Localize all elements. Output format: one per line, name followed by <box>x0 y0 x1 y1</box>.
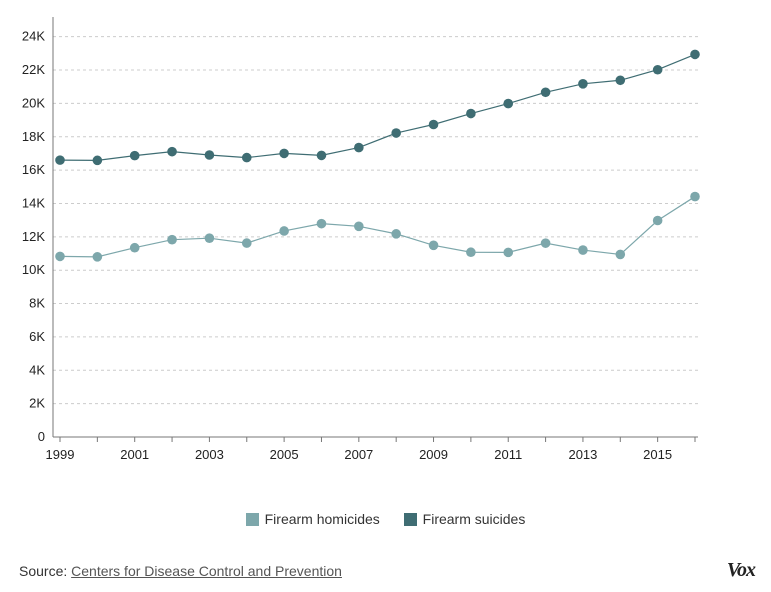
legend-item-suicides[interactable]: Firearm suicides <box>403 511 526 527</box>
gridlines <box>53 36 698 405</box>
data-point[interactable] <box>167 234 177 245</box>
series <box>55 49 700 262</box>
data-point[interactable] <box>540 87 551 98</box>
legend-item-homicides[interactable]: Firearm homicides <box>245 511 380 527</box>
data-point[interactable] <box>241 152 252 163</box>
legend: Firearm homicides Firearm suicides <box>0 511 771 529</box>
data-point[interactable] <box>652 64 663 75</box>
data-point[interactable] <box>129 150 140 161</box>
data-point[interactable] <box>690 191 700 202</box>
data-point[interactable] <box>167 146 177 157</box>
vox-logo: Vox <box>726 559 756 581</box>
source-label: Source: <box>19 563 68 579</box>
y-tick-label: 2K <box>29 396 45 411</box>
data-point[interactable] <box>204 150 215 160</box>
data-point[interactable] <box>578 79 588 89</box>
data-point[interactable] <box>354 221 364 232</box>
data-point[interactable] <box>690 49 700 60</box>
data-point[interactable] <box>466 247 476 258</box>
x-tick-label: 2005 <box>270 447 299 462</box>
data-point[interactable] <box>428 119 439 130</box>
x-tick-label: 1999 <box>46 447 75 462</box>
x-tick-label: 2015 <box>643 447 672 462</box>
data-point[interactable] <box>615 249 626 260</box>
legend-swatch-suicides <box>403 512 417 526</box>
data-point[interactable] <box>391 128 401 138</box>
legend-label-suicides: Firearm suicides <box>422 511 526 527</box>
data-point[interactable] <box>652 215 663 226</box>
data-point[interactable] <box>503 98 514 109</box>
source-note: Source: Centers for Disease Control and … <box>19 563 342 579</box>
data-point[interactable] <box>354 142 364 153</box>
y-tick-label: 14K <box>22 195 45 210</box>
data-point[interactable] <box>615 75 626 86</box>
y-tick-label: 22K <box>22 62 45 77</box>
data-point[interactable] <box>279 226 289 236</box>
data-point[interactable] <box>55 251 65 262</box>
y-tick-label: 12K <box>22 229 45 244</box>
data-point[interactable] <box>129 242 140 253</box>
source-link[interactable]: Centers for Disease Control and Preventi… <box>71 563 342 579</box>
y-tick-label: 24K <box>22 29 45 44</box>
line-chart: 0 2K 4K 6K 8K 10K 12K 14K 16K 18K 20K 22K 24K 1999 200… <box>22 17 700 462</box>
y-tick-label: 0 <box>38 429 45 444</box>
x-tick-label: 2009 <box>419 447 448 462</box>
x-tick-label: 2003 <box>195 447 224 462</box>
series-line-1 <box>59 53 696 161</box>
y-tick-label: 20K <box>22 95 45 110</box>
y-tick-label: 4K <box>29 362 45 377</box>
legend-label-homicides: Firearm homicides <box>264 511 380 527</box>
data-point[interactable] <box>578 245 588 255</box>
data-point[interactable] <box>316 218 327 229</box>
data-point[interactable] <box>241 238 252 248</box>
y-tick-label: 6K <box>29 329 45 344</box>
data-point[interactable] <box>55 155 65 165</box>
data-point[interactable] <box>466 108 476 119</box>
legend-swatch-homicides <box>245 512 259 526</box>
y-tick-label: 8K <box>29 296 45 311</box>
x-tick-label: 2007 <box>344 447 373 462</box>
data-point[interactable] <box>428 240 439 251</box>
data-point[interactable] <box>391 229 401 239</box>
data-point[interactable] <box>316 150 327 161</box>
x-tick-label: 2011 <box>494 447 522 462</box>
series-line-0 <box>59 196 696 258</box>
x-tick-label: 2013 <box>568 447 597 462</box>
data-point[interactable] <box>279 148 289 159</box>
data-point[interactable] <box>92 252 103 262</box>
x-tick-label: 2001 <box>120 447 149 462</box>
data-point[interactable] <box>92 155 103 166</box>
data-point[interactable] <box>540 238 551 248</box>
y-tick-label: 10K <box>22 262 45 277</box>
y-tick-label: 18K <box>22 129 45 144</box>
data-point[interactable] <box>503 247 514 258</box>
y-tick-label: 16K <box>22 162 45 177</box>
data-point[interactable] <box>204 233 215 243</box>
axes: 0 2K 4K 6K 8K 10K 12K 14K 16K 18K 20K 22K 24K 1999 200… <box>22 17 698 462</box>
